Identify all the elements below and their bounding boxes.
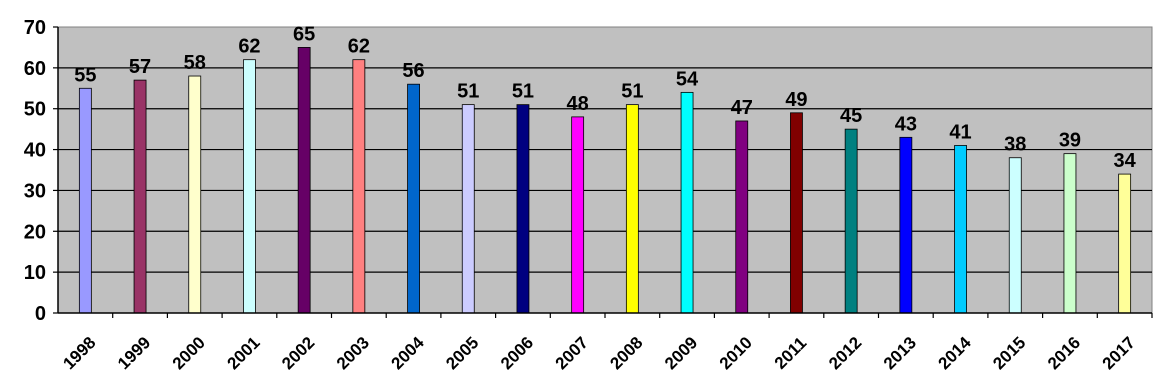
data-label: 49 [785, 89, 807, 111]
bar [680, 91, 694, 314]
bar [1008, 157, 1022, 314]
x-tick-label: 2009 [661, 333, 701, 373]
x-tick-label: 1998 [59, 333, 99, 373]
data-label: 62 [348, 36, 370, 58]
bar [625, 104, 639, 314]
data-label: 45 [840, 105, 862, 127]
data-label: 51 [621, 81, 643, 103]
y-tick-label: 60 [24, 58, 46, 80]
data-label: 39 [1059, 130, 1081, 152]
bar [352, 59, 366, 314]
y-tick-label: 40 [24, 140, 46, 162]
data-label: 62 [238, 36, 260, 58]
bar [461, 104, 475, 314]
x-tick-label: 2008 [606, 333, 646, 373]
y-tick-label: 10 [24, 262, 46, 284]
bar [899, 136, 913, 314]
data-label: 57 [129, 56, 151, 78]
bar [243, 59, 256, 314]
x-tick-label: 2016 [1044, 333, 1084, 373]
bar [297, 47, 311, 314]
y-axis-ticks: 0 10 20 30 40 50 60 70 [24, 17, 58, 325]
x-tick-label: 2015 [989, 333, 1029, 373]
x-tick-label: 2004 [388, 333, 429, 374]
data-label: 65 [293, 23, 315, 45]
x-tick-label: 2000 [169, 333, 209, 373]
x-tick-label: 2002 [278, 333, 318, 373]
x-tick-label: 2006 [497, 333, 537, 373]
data-label: 48 [567, 93, 589, 115]
data-label: 56 [402, 60, 424, 82]
data-label: 51 [512, 81, 534, 103]
x-tick-label: 2003 [333, 333, 373, 373]
bar [1118, 173, 1132, 314]
gridlines [58, 67, 1152, 273]
data-label: 55 [74, 64, 96, 86]
x-tick-label: 2017 [1099, 333, 1139, 373]
bar [78, 87, 92, 314]
bar [954, 145, 967, 314]
x-tick-label: 1999 [114, 333, 154, 373]
data-label: 41 [949, 121, 971, 143]
x-axis-ticks: 1998 1999 2000 2001 2002 2003 2004 2005 2006 2007… [59, 313, 1153, 374]
plot-area [57, 26, 1153, 314]
data-label: 51 [457, 81, 479, 103]
bar [407, 83, 420, 314]
bars [78, 47, 1132, 314]
bar [1063, 153, 1077, 314]
y-tick-label: 20 [24, 221, 46, 243]
x-tick-label: 2007 [552, 333, 592, 373]
data-label: 58 [184, 52, 206, 74]
bar [735, 120, 749, 314]
x-tick-label: 2011 [771, 333, 811, 373]
bar [516, 104, 530, 314]
data-label: 34 [1114, 150, 1137, 172]
data-label: 47 [731, 97, 753, 119]
x-tick-label: 2014 [935, 333, 976, 374]
bar [133, 79, 147, 314]
data-label: 43 [895, 113, 917, 135]
bar [188, 75, 202, 314]
x-tick-label: 2010 [716, 333, 756, 373]
bar [844, 128, 858, 314]
data-labels: 55 57 58 62 65 62 56 51 51 48 51 54 47 49 45 43 41 38 39 34 [74, 23, 1136, 172]
x-tick-label: 2005 [442, 333, 482, 373]
y-tick-label: 0 [35, 303, 46, 325]
data-label: 54 [676, 68, 699, 90]
data-label: 38 [1004, 134, 1026, 156]
y-tick-label: 50 [24, 99, 46, 121]
y-tick-label: 30 [24, 180, 46, 202]
x-tick-label: 2001 [223, 333, 263, 373]
bar [790, 112, 803, 314]
bar [571, 116, 585, 314]
y-tick-label: 70 [24, 17, 46, 39]
x-tick-label: 2012 [825, 333, 865, 373]
x-tick-label: 2013 [880, 333, 920, 373]
